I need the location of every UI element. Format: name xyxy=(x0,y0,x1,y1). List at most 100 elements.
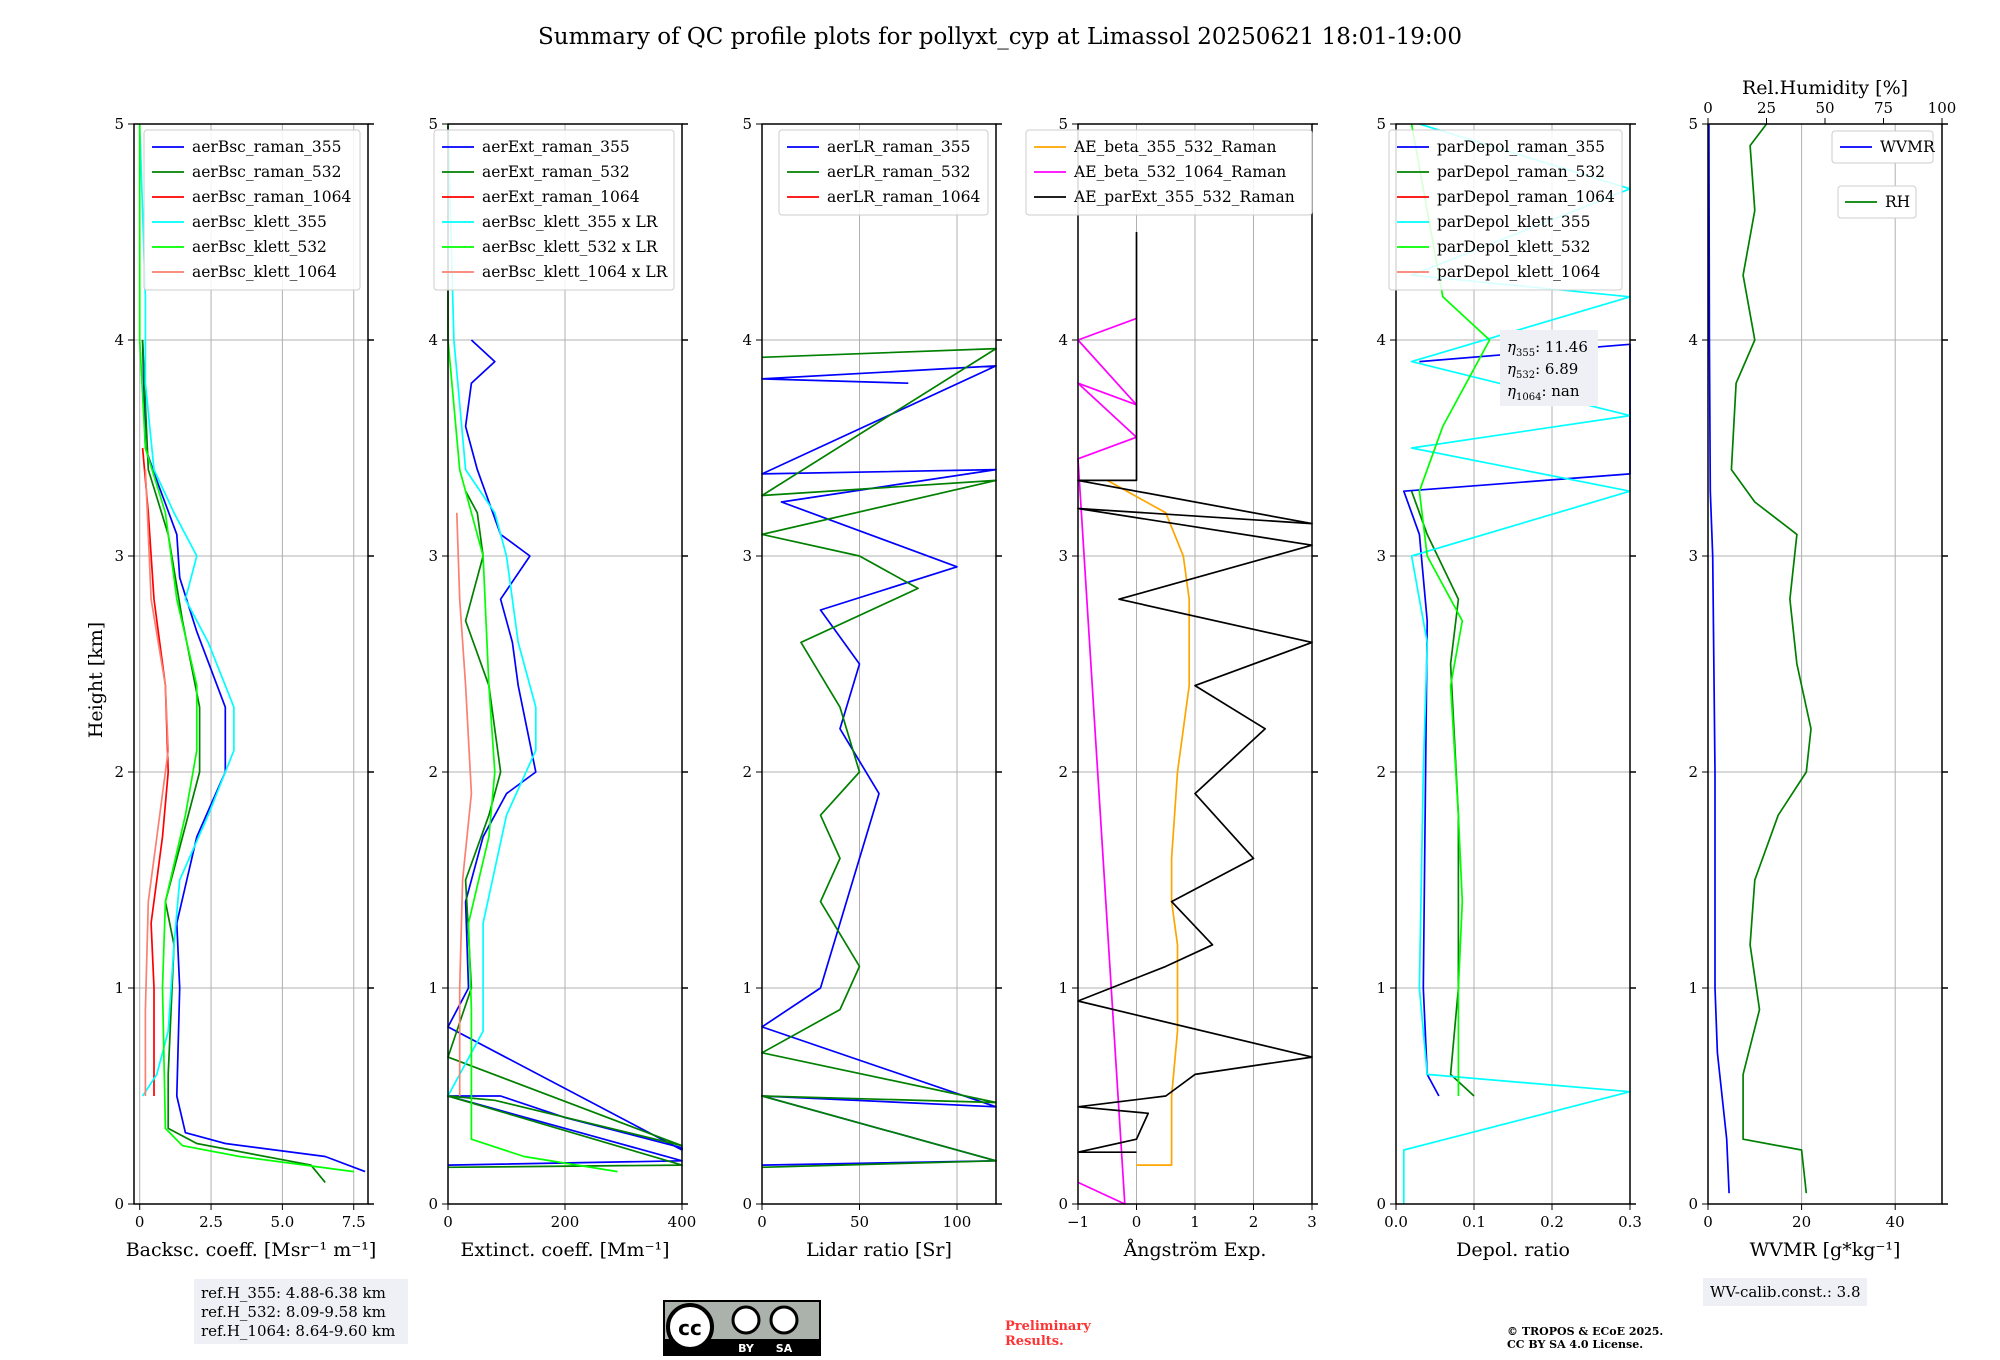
series-line-aerbsc-klett-1064 xyxy=(144,469,170,1096)
ref-height-1064: ref.H_1064: 8.64-9.60 km xyxy=(201,1322,395,1340)
eta-532-value: η532: 6.89 xyxy=(1507,360,1578,381)
y-tick-label: 5 xyxy=(1688,115,1698,133)
axes-frame xyxy=(1395,123,1631,1205)
top-axis-label: Rel.Humidity [%] xyxy=(1742,77,1908,99)
profile-panels: 0 2.5 5.0 7.5 0 1 2 3 4 5 Backsc. coeff. [Msr⁻¹ m⁻… xyxy=(114,77,1956,1261)
legend-entry: aerLR_raman_355 xyxy=(827,138,970,156)
x-tick-label: 0 xyxy=(1132,1213,1142,1231)
legend-entry: aerBsc_klett_1064 xyxy=(192,263,337,281)
x-axis-label: Backsc. coeff. [Msr⁻¹ m⁻¹] xyxy=(126,1239,377,1261)
x-axis-label: Depol. ratio xyxy=(1456,1239,1570,1261)
y-tick-label: 5 xyxy=(428,115,438,133)
y-tick-label: 1 xyxy=(1058,979,1068,997)
license-by-label: BY xyxy=(738,1342,755,1355)
y-tick-label: 4 xyxy=(1688,331,1698,349)
x-tick-label: 50 xyxy=(850,1213,869,1231)
legend-entry: AE_beta_355_532_Raman xyxy=(1073,138,1276,156)
legend-entry: aerBsc_klett_532 xyxy=(192,238,327,256)
wv-calib-box: WV-calib.const.: 3.8 xyxy=(1703,1278,1867,1306)
y-tick-label: 0 xyxy=(1058,1195,1068,1213)
y-tick-label: 4 xyxy=(428,331,438,349)
series-line-rh xyxy=(1730,123,1812,1194)
x-tick-label: 0.3 xyxy=(1618,1213,1642,1231)
x-tick-label: 20 xyxy=(1792,1213,1811,1231)
top-x-tick-label: 100 xyxy=(1928,99,1957,117)
series-line-aerbsc-raman-532 xyxy=(141,339,326,1183)
x-tick-label: 5.0 xyxy=(270,1213,294,1231)
legend-entry: parDepol_raman_532 xyxy=(1437,163,1605,181)
legend: aerLR_raman_355 aerLR_raman_532 aerLR_rama… xyxy=(778,129,989,216)
legend-entry: aerLR_raman_532 xyxy=(827,163,970,181)
y-tick-label: 3 xyxy=(1058,547,1068,565)
series-line-aerbsc-klett-355 xyxy=(138,123,235,1097)
top-x-tick-label: 25 xyxy=(1757,99,1776,117)
panel-1: 0 2.5 5.0 7.5 0 1 2 3 4 5 Backsc. coeff. [Msr⁻¹ m⁻… xyxy=(114,115,376,1261)
y-tick-label: 2 xyxy=(1058,763,1068,781)
legend-entry: parDepol_klett_1064 xyxy=(1437,263,1600,281)
axes-frame xyxy=(761,123,997,1205)
legend-entry: aerBsc_raman_532 xyxy=(192,163,342,181)
series-line-aerbsc-klett-1064-x-lr xyxy=(455,512,473,1096)
legend-entry: parDepol_klett_355 xyxy=(1437,213,1590,231)
legend-entry: parDepol_raman_355 xyxy=(1437,138,1605,156)
license-sa-label: SA xyxy=(776,1342,793,1355)
series-line-aerext-raman-532 xyxy=(447,490,683,1169)
legend-entry: aerBsc_raman_1064 xyxy=(192,188,352,206)
series-line-pardepol-raman-355 xyxy=(1402,343,1631,1097)
cc-license-badge: cc BY SA xyxy=(663,1300,821,1356)
y-tick-label: 0 xyxy=(1688,1195,1698,1213)
series-line-pardepol-klett-532 xyxy=(1410,123,1491,1096)
legend-entry: aerLR_raman_1064 xyxy=(827,188,980,206)
series-line-aerext-raman-355 xyxy=(447,339,683,1166)
legend-entry: aerExt_raman_532 xyxy=(482,163,630,181)
cc-logo-icon xyxy=(666,1303,714,1351)
y-tick-label: 0 xyxy=(742,1195,752,1213)
legend-entry: aerExt_raman_355 xyxy=(482,138,630,156)
y-tick-label: 2 xyxy=(428,763,438,781)
legend-entry: aerBsc_klett_355 x LR xyxy=(482,213,659,231)
legend-box xyxy=(1831,130,1934,164)
legend-entry: AE_parExt_355_532_Raman xyxy=(1073,188,1295,206)
legend: parDepol_raman_355 parDepol_raman_532 parD… xyxy=(1388,129,1623,291)
y-tick-label: 0 xyxy=(1376,1195,1386,1213)
x-axis-label: Ångström Exp. xyxy=(1123,1239,1267,1261)
by-person-icon xyxy=(731,1305,761,1335)
series-line-aerlr-raman-532 xyxy=(761,347,997,1169)
eta-box xyxy=(1500,330,1598,406)
y-tick-label: 5 xyxy=(1376,115,1386,133)
legend-entry: aerBsc_klett_1064 x LR xyxy=(482,263,669,281)
legend-entry: aerBsc_klett_355 xyxy=(192,213,327,231)
axes-frame xyxy=(133,123,369,1205)
ref-height-532: ref.H_532: 8.09-9.58 km xyxy=(201,1303,386,1321)
y-tick-label: 4 xyxy=(742,331,752,349)
y-tick-label: 0 xyxy=(114,1195,124,1213)
y-axis-label: Height [km] xyxy=(85,622,107,738)
cc-logo-letters: cc xyxy=(678,1316,702,1340)
panel-5: 0.0 0.1 0.2 0.3 0 1 2 3 4 5 Depol. ratio parDepol_r… xyxy=(1376,115,1641,1261)
legend: aerExt_raman_355 aerExt_raman_532 aerExt_r… xyxy=(433,129,675,291)
ref-height-box-bg xyxy=(194,1279,408,1344)
y-tick-label: 4 xyxy=(114,331,124,349)
x-tick-label: 2.5 xyxy=(199,1213,223,1231)
series-line-aerbsc-klett-532-x-lr xyxy=(447,124,618,1173)
x-tick-label: 7.5 xyxy=(342,1213,366,1231)
preliminary-label-line2: Results. xyxy=(1005,1334,1064,1349)
x-axis-label: WVMR [g*kg⁻¹] xyxy=(1750,1239,1901,1261)
axes-frame xyxy=(1707,123,1943,1205)
y-tick-label: 5 xyxy=(742,115,752,133)
x-tick-label: 0 xyxy=(1703,1213,1713,1231)
eta-355-value: η355: 11.46 xyxy=(1507,338,1588,359)
x-tick-label: 1 xyxy=(1190,1213,1200,1231)
y-tick-label: 2 xyxy=(1376,763,1386,781)
top-x-tick-label: 75 xyxy=(1874,99,1893,117)
panel-2: 0 200 400 0 1 2 3 4 5 Extinct. coeff. [Mm⁻¹] aerEx… xyxy=(428,115,696,1261)
y-tick-label: 1 xyxy=(428,979,438,997)
x-tick-label: −1 xyxy=(1067,1213,1089,1231)
legend-entry: parDepol_raman_1064 xyxy=(1437,188,1615,206)
y-tick-label: 2 xyxy=(1688,763,1698,781)
x-tick-label: 200 xyxy=(551,1213,580,1231)
y-tick-label: 3 xyxy=(1376,547,1386,565)
y-tick-label: 5 xyxy=(114,115,124,133)
y-tick-label: 4 xyxy=(1058,331,1068,349)
legend-entry: aerBsc_klett_532 x LR xyxy=(482,238,659,256)
